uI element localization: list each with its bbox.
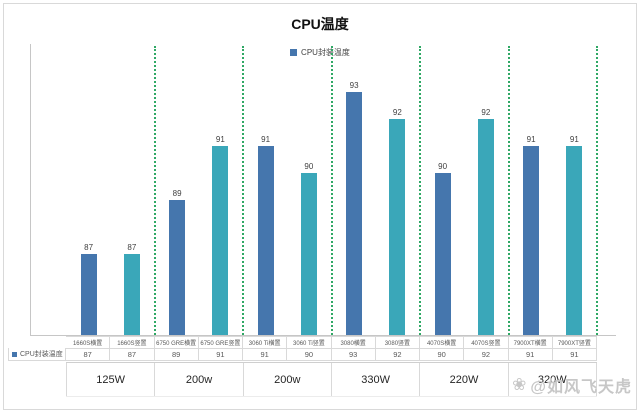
bar-group: 89 91 xyxy=(156,46,244,335)
bar-slot: 91 xyxy=(199,46,242,335)
bar-slot: 91 xyxy=(510,46,553,335)
category-group-label: 330W xyxy=(332,363,421,396)
bar-value-label: 91 xyxy=(569,135,579,144)
legend-series-marker-icon xyxy=(290,49,298,56)
bar-slot: 87 xyxy=(67,46,110,335)
category-axis: 125W 200w 200w 330W 220W 320W xyxy=(66,362,597,397)
bar xyxy=(434,173,451,335)
bar-slot: 91 xyxy=(553,46,596,335)
legend-key-icon xyxy=(12,351,17,357)
bar-slot: 92 xyxy=(464,46,507,335)
plot-area: 87 87 89 91 91 90 93 92 90 92 91 91 xyxy=(30,44,616,336)
table-row-header: CPU封装温度 xyxy=(8,348,66,361)
table-config-row: 1660S横置 1660S竖置 6750 GRE横置 6750 GRE竖置 3060 T… xyxy=(8,336,597,348)
table-corner-cell xyxy=(8,336,66,348)
bar-group: 93 92 xyxy=(333,46,421,335)
bar-value-label: 91 xyxy=(526,135,536,144)
table-value-cell: 91 xyxy=(552,348,597,361)
category-group-label: 320W xyxy=(509,363,597,396)
bar xyxy=(169,200,186,335)
watermark-text: @如风飞天虎 xyxy=(530,379,632,396)
bar-value-label: 91 xyxy=(215,135,225,144)
bar xyxy=(212,146,229,335)
table-value-cell: 90 xyxy=(420,348,465,361)
table-values-row: CPU封装温度 87 87 89 91 91 90 93 92 90 92 91 91 xyxy=(8,348,597,361)
bar-value-label: 87 xyxy=(127,243,137,252)
table-config-cell: 6750 GRE横置 xyxy=(154,336,199,348)
bar-value-label: 90 xyxy=(438,162,448,171)
bar-group: 91 91 xyxy=(510,46,598,335)
bar-slot: 93 xyxy=(333,46,376,335)
table-config-cell: 4070S横置 xyxy=(420,336,465,348)
table-value-cell: 87 xyxy=(110,348,155,361)
table-config-cell: 7900XT横置 xyxy=(508,336,553,348)
bar-slot: 90 xyxy=(421,46,464,335)
category-group-label: 200w xyxy=(244,363,332,396)
table-value-cell: 91 xyxy=(508,348,553,361)
bar-slot: 92 xyxy=(376,46,419,335)
bar-slot: 90 xyxy=(287,46,330,335)
table-config-cell: 1660S竖置 xyxy=(110,336,155,348)
legend-series-label: CPU封装温度 xyxy=(301,48,350,57)
table-value-cell: 93 xyxy=(331,348,376,361)
bar xyxy=(123,254,140,335)
table-config-cell: 3080竖置 xyxy=(375,336,420,348)
table-row-header-label: CPU封装温度 xyxy=(20,351,63,358)
bar-value-label: 90 xyxy=(304,162,314,171)
table-value-cell: 89 xyxy=(154,348,199,361)
bar-slot: 87 xyxy=(110,46,153,335)
bar xyxy=(300,173,317,335)
bar-group: 87 87 xyxy=(67,46,156,335)
table-config-cell: 3080横置 xyxy=(331,336,376,348)
table-value-cell: 90 xyxy=(287,348,332,361)
bar xyxy=(346,92,363,335)
table-config-cell: 1660S横置 xyxy=(66,336,111,348)
table-value-cell: 92 xyxy=(464,348,509,361)
bar-value-label: 89 xyxy=(172,189,182,198)
table-value-cell: 91 xyxy=(243,348,288,361)
bar-groups: 87 87 89 91 91 90 93 92 90 92 91 91 xyxy=(67,46,598,335)
bar-value-label: 92 xyxy=(481,108,491,117)
table-config-cell: 3060 Ti横置 xyxy=(243,336,288,348)
bar-value-label: 91 xyxy=(261,135,271,144)
category-group-label: 200w xyxy=(155,363,244,396)
table-config-cell: 3060 Ti竖置 xyxy=(287,336,332,348)
bar-value-label: 92 xyxy=(392,108,402,117)
chart-legend: CPU封装温度 xyxy=(0,47,640,58)
bar-slot: 89 xyxy=(156,46,199,335)
bar xyxy=(80,254,97,335)
table-config-cell: 4070S竖置 xyxy=(464,336,509,348)
bar xyxy=(389,119,406,335)
category-group-label: 125W xyxy=(66,363,156,396)
bar-value-label: 87 xyxy=(84,243,94,252)
bar-value-label: 93 xyxy=(349,81,359,90)
bar-slot: 91 xyxy=(244,46,287,335)
data-table: 1660S横置 1660S竖置 6750 GRE横置 6750 GRE竖置 3060 T… xyxy=(8,336,597,361)
bar-group: 90 92 xyxy=(421,46,510,335)
table-value-cell: 87 xyxy=(66,348,111,361)
table-config-cell: 6750 GRE竖置 xyxy=(198,336,243,348)
bar xyxy=(477,119,494,335)
watermark: ❀ @如风飞天虎 xyxy=(512,373,632,397)
table-value-cell: 91 xyxy=(198,348,243,361)
table-value-cell: 92 xyxy=(375,348,420,361)
category-group-label: 220W xyxy=(420,363,509,396)
bar xyxy=(257,146,274,335)
chart-title: CPU温度 xyxy=(291,16,349,32)
bar xyxy=(523,146,540,335)
watermark-flower-icon: ❀ xyxy=(512,375,528,394)
bar xyxy=(566,146,583,335)
table-config-cell: 7900XT竖置 xyxy=(552,336,597,348)
bar-group: 91 90 xyxy=(244,46,333,335)
